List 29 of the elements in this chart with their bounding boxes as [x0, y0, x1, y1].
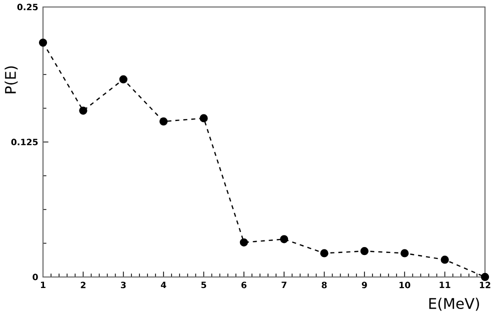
- x-tick-label: 8: [322, 282, 327, 288]
- y-tick-label: 0.125: [11, 138, 38, 146]
- point: [360, 247, 369, 256]
- x-tick-label: 4: [160, 282, 166, 288]
- point: [480, 272, 490, 282]
- x-tick-label: 7: [282, 282, 286, 288]
- x-tick-label: 10: [400, 282, 410, 288]
- point: [320, 249, 328, 258]
- point: [159, 117, 168, 126]
- x-tick-label: 1: [40, 282, 46, 288]
- point: [240, 238, 248, 246]
- x-tick-label: 2: [80, 282, 86, 288]
- point: [280, 235, 288, 244]
- y-axis-title: P(E): [4, 66, 18, 94]
- x-tick-label: 3: [120, 282, 126, 288]
- x-tick-label: 6: [241, 282, 246, 288]
- x-tick-label: 5: [201, 282, 206, 288]
- x-axis-title: E(MeV): [429, 298, 480, 311]
- y-tick-label: 0.25: [17, 4, 38, 10]
- x-tick-label: 12: [480, 282, 490, 288]
- point: [440, 256, 449, 264]
- point: [79, 106, 88, 115]
- y-tick-label: 0: [32, 274, 38, 280]
- point: [38, 38, 48, 47]
- point: [400, 249, 409, 258]
- x-tick-label: 11: [440, 282, 450, 288]
- x-tick-label: 9: [362, 282, 367, 288]
- point: [119, 75, 128, 84]
- point: [200, 114, 208, 122]
